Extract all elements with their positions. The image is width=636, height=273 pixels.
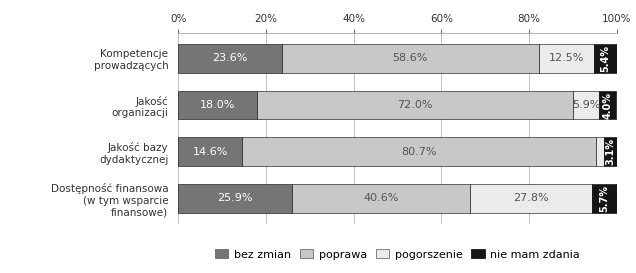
- Text: 5.7%: 5.7%: [599, 185, 609, 212]
- Text: 80.7%: 80.7%: [401, 147, 437, 157]
- Bar: [470, 184, 592, 213]
- Text: 58.6%: 58.6%: [392, 54, 428, 63]
- Bar: [178, 184, 292, 213]
- Bar: [257, 91, 573, 120]
- Bar: [292, 184, 470, 213]
- Legend: bez zmian, poprawa, pogorszenie, nie mam zdania: bez zmian, poprawa, pogorszenie, nie mam…: [211, 245, 584, 264]
- Text: 27.8%: 27.8%: [513, 193, 549, 203]
- Text: 14.6%: 14.6%: [193, 147, 228, 157]
- Bar: [178, 44, 282, 73]
- Bar: [573, 91, 599, 120]
- Bar: [178, 137, 242, 166]
- Text: 25.9%: 25.9%: [217, 193, 252, 203]
- Text: 4.0%: 4.0%: [603, 91, 612, 118]
- Bar: [593, 44, 618, 73]
- Text: 40.6%: 40.6%: [363, 193, 399, 203]
- Text: 12.5%: 12.5%: [548, 54, 584, 63]
- Text: 18.0%: 18.0%: [200, 100, 235, 110]
- Bar: [599, 91, 616, 120]
- Bar: [539, 44, 593, 73]
- Bar: [282, 44, 539, 73]
- Bar: [597, 137, 604, 166]
- Text: 72.0%: 72.0%: [398, 100, 433, 110]
- Bar: [178, 91, 257, 120]
- Text: 3.1%: 3.1%: [605, 138, 616, 165]
- Text: 5.9%: 5.9%: [572, 100, 600, 110]
- Text: 23.6%: 23.6%: [212, 54, 247, 63]
- Bar: [604, 137, 618, 166]
- Bar: [242, 137, 597, 166]
- Text: 5.4%: 5.4%: [600, 45, 611, 72]
- Bar: [592, 184, 617, 213]
